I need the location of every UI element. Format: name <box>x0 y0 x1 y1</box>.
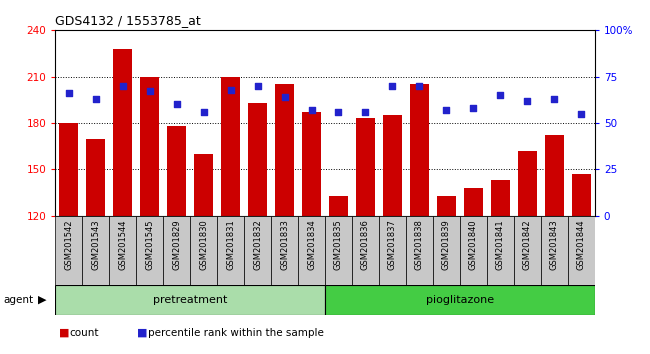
Bar <box>460 216 487 285</box>
Text: GSM201839: GSM201839 <box>442 219 451 270</box>
Bar <box>298 216 325 285</box>
Text: ■: ■ <box>58 328 69 338</box>
Bar <box>352 216 379 285</box>
Point <box>441 107 452 113</box>
Point <box>387 83 398 88</box>
Bar <box>568 216 595 285</box>
Bar <box>464 188 483 216</box>
Bar <box>55 285 325 315</box>
Bar <box>190 216 217 285</box>
Bar <box>356 118 375 216</box>
Text: percentile rank within the sample: percentile rank within the sample <box>148 328 324 338</box>
Bar <box>487 216 514 285</box>
Bar <box>136 216 163 285</box>
Bar <box>406 216 433 285</box>
Text: ■: ■ <box>136 328 147 338</box>
Bar <box>325 216 352 285</box>
Text: GSM201843: GSM201843 <box>550 219 559 270</box>
Bar <box>383 115 402 216</box>
Text: GSM201830: GSM201830 <box>199 219 208 270</box>
Bar <box>491 180 510 216</box>
Bar <box>433 216 460 285</box>
Text: GSM201544: GSM201544 <box>118 219 127 270</box>
Text: GSM201840: GSM201840 <box>469 219 478 270</box>
Bar <box>325 285 595 315</box>
Bar <box>167 126 186 216</box>
Bar <box>194 154 213 216</box>
Point <box>64 90 74 96</box>
Text: ▶: ▶ <box>38 295 46 305</box>
Bar <box>86 138 105 216</box>
Bar <box>541 216 568 285</box>
Bar <box>113 48 132 216</box>
Bar <box>217 216 244 285</box>
Bar <box>302 112 321 216</box>
Bar <box>163 216 190 285</box>
Bar <box>140 76 159 216</box>
Bar <box>55 216 83 285</box>
Text: pioglitazone: pioglitazone <box>426 295 494 305</box>
Text: GSM201844: GSM201844 <box>577 219 586 270</box>
Bar <box>82 216 109 285</box>
Point <box>306 107 317 113</box>
Bar <box>514 216 541 285</box>
Text: agent: agent <box>3 295 33 305</box>
Point <box>468 105 478 111</box>
Bar <box>221 76 240 216</box>
Bar <box>379 216 406 285</box>
Bar <box>109 216 136 285</box>
Point <box>90 96 101 102</box>
Text: GSM201842: GSM201842 <box>523 219 532 270</box>
Point <box>333 109 344 115</box>
Bar <box>244 216 271 285</box>
Point <box>495 92 506 98</box>
Point <box>118 83 128 88</box>
Text: GDS4132 / 1553785_at: GDS4132 / 1553785_at <box>55 13 201 27</box>
Bar <box>410 84 429 216</box>
Text: count: count <box>70 328 99 338</box>
Text: GSM201838: GSM201838 <box>415 219 424 270</box>
Text: pretreatment: pretreatment <box>153 295 228 305</box>
Text: GSM201833: GSM201833 <box>280 219 289 270</box>
Point <box>549 96 560 102</box>
Bar <box>545 135 564 216</box>
Point <box>414 83 424 88</box>
Text: GSM201542: GSM201542 <box>64 219 73 270</box>
Point <box>280 94 290 100</box>
Point <box>360 109 370 115</box>
Point <box>522 98 532 103</box>
Text: GSM201841: GSM201841 <box>496 219 505 270</box>
Bar <box>437 196 456 216</box>
Point <box>576 111 586 116</box>
Text: GSM201545: GSM201545 <box>145 219 154 270</box>
Bar <box>572 174 591 216</box>
Bar <box>518 151 537 216</box>
Point <box>198 109 209 115</box>
Text: GSM201834: GSM201834 <box>307 219 316 270</box>
Text: GSM201829: GSM201829 <box>172 219 181 270</box>
Text: GSM201835: GSM201835 <box>334 219 343 270</box>
Bar <box>271 216 298 285</box>
Text: GSM201831: GSM201831 <box>226 219 235 270</box>
Point <box>226 87 236 92</box>
Text: GSM201836: GSM201836 <box>361 219 370 270</box>
Point <box>252 83 263 88</box>
Text: GSM201543: GSM201543 <box>91 219 100 270</box>
Text: GSM201832: GSM201832 <box>253 219 262 270</box>
Bar <box>329 196 348 216</box>
Bar <box>275 84 294 216</box>
Bar <box>59 123 78 216</box>
Point <box>144 88 155 94</box>
Text: GSM201837: GSM201837 <box>388 219 397 270</box>
Point <box>172 102 182 107</box>
Bar <box>248 103 267 216</box>
